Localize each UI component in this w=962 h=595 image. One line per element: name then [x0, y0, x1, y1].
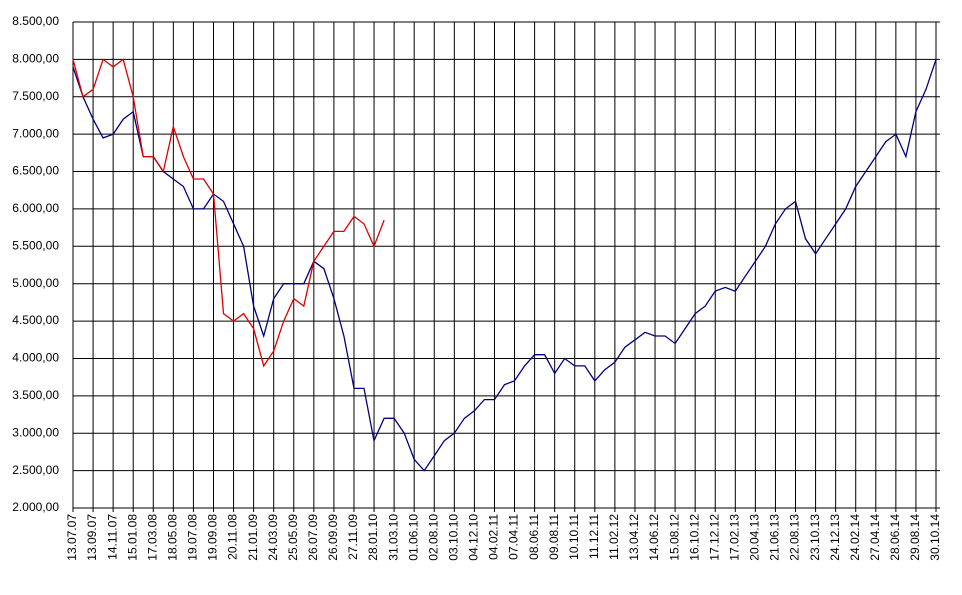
- series-line: [72, 58, 385, 368]
- x-tick-label: 13.07.07: [65, 514, 79, 561]
- x-tick-label: 18.05.08: [166, 514, 180, 561]
- x-tick-label: 17.02.13: [727, 514, 741, 561]
- x-tick-label: 20.11.08: [226, 514, 240, 560]
- y-tick-label: 7.000,00: [12, 126, 59, 140]
- x-tick-label: 07.04.11: [507, 514, 521, 560]
- x-tick-label: 19.09.08: [206, 514, 220, 561]
- x-tick-label: 22.08.13: [788, 514, 802, 561]
- x-tick-label: 29.08.14: [908, 514, 922, 561]
- x-tick-label: 14.11.07: [105, 514, 119, 560]
- x-tick-label: 28.06.14: [888, 514, 902, 561]
- x-tick-label: 13.04.12: [627, 514, 641, 561]
- y-tick-label: 7.500,00: [12, 89, 59, 103]
- x-tick-label: 03.10.10: [446, 514, 460, 561]
- x-tick-label: 26.09.09: [326, 514, 340, 561]
- x-tick-label: 16.10.12: [687, 514, 701, 561]
- x-tick-label: 15.01.08: [125, 514, 139, 561]
- y-tick-label: 8.000,00: [12, 52, 59, 66]
- x-tick-label: 28.01.10: [366, 514, 380, 561]
- x-tick-label: 24.03.09: [266, 514, 280, 561]
- x-tick-label: 21.01.09: [246, 514, 260, 561]
- y-tick-label: 3.000,00: [12, 425, 59, 439]
- x-tick-label: 17.12.12: [707, 514, 721, 561]
- y-tick-label: 6.000,00: [12, 201, 59, 215]
- y-tick-label: 5.500,00: [12, 238, 59, 252]
- x-tick-label: 20.04.13: [748, 514, 762, 561]
- x-tick-label: 09.08.11: [547, 514, 561, 560]
- y-tick-label: 8.500,00: [12, 14, 59, 28]
- x-tick-label: 11.02.12: [607, 514, 621, 560]
- x-tick-label: 25.05.09: [286, 514, 300, 561]
- x-tick-label: 08.06.11: [527, 514, 541, 560]
- x-tick-label: 23.10.13: [808, 514, 822, 561]
- y-tick-label: 4.500,00: [12, 313, 59, 327]
- x-tick-label: 10.10.11: [567, 514, 581, 560]
- x-tick-label: 01.06.10: [406, 514, 420, 561]
- y-tick-label: 3.500,00: [12, 388, 59, 402]
- x-tick-label: 11.12.11: [587, 514, 601, 559]
- x-tick-label: 13.09.07: [85, 514, 99, 561]
- x-tick-label: 15.08.12: [667, 514, 681, 561]
- x-tick-label: 17.03.08: [145, 514, 159, 561]
- x-tick-label: 27.04.14: [868, 514, 882, 561]
- x-tick-label: 19.07.08: [186, 514, 200, 561]
- series-line: [72, 59, 937, 472]
- y-tick-label: 6.500,00: [12, 164, 59, 178]
- x-tick-label: 24.02.14: [848, 514, 862, 561]
- y-tick-label: 4.000,00: [12, 351, 59, 365]
- x-tick-label: 24.12.13: [828, 514, 842, 561]
- y-tick-label: 5.000,00: [12, 276, 59, 290]
- x-tick-label: 21.06.13: [768, 514, 782, 561]
- x-tick-label: 04.12.10: [467, 514, 481, 561]
- y-tick-label: 2.000,00: [12, 500, 59, 514]
- x-tick-label: 31.03.10: [386, 514, 400, 561]
- x-tick-label: 26.07.09: [306, 514, 320, 561]
- x-tick-label: 02.08.10: [426, 514, 440, 561]
- x-tick-label: 30.10.14: [928, 514, 942, 561]
- x-tick-label: 04.02.11: [487, 514, 501, 560]
- x-tick-label: 14.06.12: [647, 514, 661, 561]
- y-tick-label: 2.500,00: [12, 463, 59, 477]
- x-tick-label: 27.11.09: [346, 514, 360, 560]
